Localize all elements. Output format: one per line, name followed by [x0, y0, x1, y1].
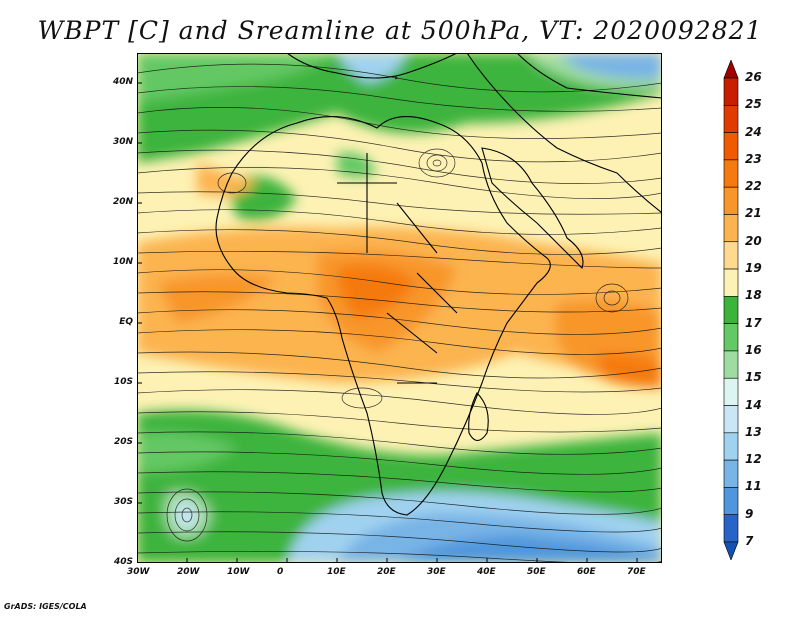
colorbar-swatch: [723, 241, 739, 270]
x-tick-label: 30W: [127, 567, 150, 577]
colorbar-label: 21: [745, 206, 762, 221]
colorbar-label: 22: [745, 179, 762, 194]
colorbar-swatch: [723, 541, 739, 560]
axis-ticks: [137, 82, 638, 563]
credit-text: GrADS: IGES/COLA: [4, 602, 87, 611]
colorbar-label: 12: [745, 452, 762, 467]
x-tick-label: 10W: [227, 567, 250, 577]
colorbar: [723, 60, 739, 560]
colorbar-swatch: [723, 459, 739, 488]
colorbar-label: 11: [745, 479, 762, 494]
x-tick-label: 60E: [577, 567, 596, 577]
colorbar-swatch: [723, 77, 739, 106]
colorbar-swatch: [723, 186, 739, 215]
y-tick-label: 30S: [113, 497, 133, 507]
colorbar-label: 14: [745, 397, 762, 412]
map-frame: [137, 53, 662, 563]
colorbar-label: 15: [745, 370, 762, 385]
colorbar-label: 18: [745, 288, 762, 303]
y-tick-label: 20S: [113, 437, 133, 447]
colorbar-swatch: [723, 405, 739, 434]
x-tick-label: 20W: [177, 567, 200, 577]
y-tick-label: EQ: [119, 317, 133, 327]
x-tick-label: 10E: [327, 567, 346, 577]
colorbar-label: 9: [745, 506, 754, 521]
x-tick-label: 70E: [627, 567, 646, 577]
x-tick-label: 30E: [427, 567, 446, 577]
streamlines: [137, 63, 662, 563]
colorbar-label: 25: [745, 97, 762, 112]
colorbar-label: 17: [745, 315, 762, 330]
colorbar-swatch: [723, 268, 739, 297]
colorbar-swatch: [723, 514, 739, 543]
colorbar-swatch: [723, 159, 739, 188]
colorbar-label: 20: [745, 233, 762, 248]
y-tick-label: 40N: [112, 77, 133, 87]
x-tick-label: 0: [277, 567, 284, 577]
colorbar-label: 16: [745, 342, 762, 357]
colorbar-label: 23: [745, 151, 762, 166]
colorbar-swatch: [723, 350, 739, 379]
colorbar-swatch: [723, 432, 739, 461]
colorbar-swatch: [723, 60, 739, 79]
colorbar-swatch: [723, 487, 739, 516]
y-tick-label: 10S: [113, 377, 133, 387]
x-tick-label: 20E: [377, 567, 396, 577]
map-panel: [137, 53, 662, 563]
colorbar-label: 24: [745, 124, 762, 139]
y-tick-label: 40S: [113, 557, 133, 567]
colorbar-swatch: [723, 296, 739, 324]
colorbar-swatch: [723, 104, 739, 133]
colorbar-label: 26: [745, 70, 762, 84]
wbpt-streamline-map: [137, 53, 662, 563]
colorbar-swatch: [723, 323, 739, 352]
x-tick-label: 40E: [477, 567, 496, 577]
x-tick-label: 50E: [527, 567, 546, 577]
y-tick-label: 10N: [112, 257, 133, 267]
colorbar-label: 19: [745, 261, 762, 276]
coastlines: [215, 53, 662, 516]
temperature-field: [137, 53, 662, 563]
map-title: WBPT [C] and Sreamline at 500hPa, VT: 20…: [37, 16, 763, 45]
y-tick-label: 20N: [112, 197, 133, 207]
colorbar-swatch: [723, 132, 739, 161]
colorbar-swatch: [723, 214, 739, 243]
colorbar-label: 7: [745, 534, 754, 548]
y-tick-label: 30N: [112, 137, 133, 147]
colorbar-swatch: [723, 377, 739, 406]
colorbar-label: 13: [745, 424, 762, 439]
